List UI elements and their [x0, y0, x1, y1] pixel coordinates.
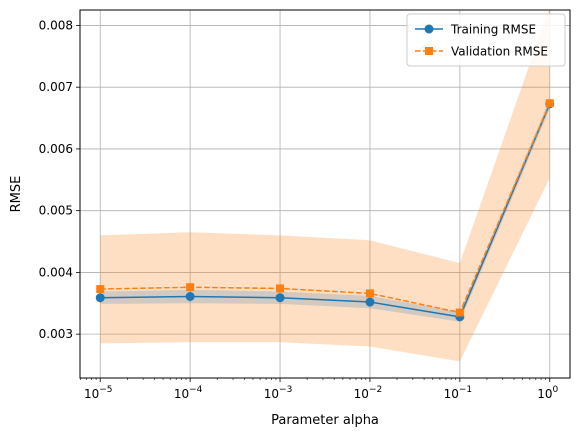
x-tick-exponent: −2 — [369, 385, 382, 395]
x-tick-base: 10 — [84, 387, 99, 401]
series-lines — [95, 99, 555, 322]
legend-box — [406, 13, 566, 67]
training-rmse-point — [185, 291, 195, 301]
validation-rmse-line — [100, 102, 551, 314]
validation-rmse-point — [545, 99, 554, 108]
validation-rmse-point — [186, 283, 195, 292]
y-tick-label: 0.005 — [39, 204, 73, 218]
x-tick-exponent: −1 — [459, 385, 472, 395]
x-tick-label: 10−5 — [84, 385, 113, 401]
training-rmse-point — [365, 297, 375, 307]
x-tick-label: 10−1 — [444, 385, 473, 401]
x-tick-base: 10 — [537, 387, 552, 401]
y-axis-label: RMSE — [9, 176, 24, 213]
x-tick-label: 10−4 — [174, 385, 203, 401]
plot-background — [80, 10, 570, 378]
x-tick-label: 100 — [537, 385, 558, 401]
x-tick-base: 10 — [354, 387, 369, 401]
plot-frame — [79, 9, 571, 379]
y-tick-label: 0.003 — [39, 327, 73, 341]
x-tick-base: 10 — [264, 387, 279, 401]
legend: Training RMSE Validation RMSE — [406, 13, 566, 67]
x-tick-label: 10−2 — [354, 385, 383, 401]
validation-std-band — [100, 10, 550, 362]
validation-rmse-point — [276, 284, 285, 293]
x-tick-exponent: −5 — [99, 385, 112, 395]
y-tick-label: 0.008 — [39, 18, 73, 32]
std-bands — [100, 10, 550, 362]
x-axis-ticks: 10−5 10−4 10−3 10−2 10−1 100 — [79, 378, 559, 401]
x-tick-exponent: −3 — [279, 385, 292, 395]
x-axis-label: Parameter alpha — [271, 413, 379, 428]
training-rmse-line — [100, 103, 551, 318]
legend-validation-label: Validation RMSE — [451, 45, 548, 59]
validation-rmse-point — [365, 289, 374, 298]
training-std-band — [100, 98, 550, 322]
y-tick-label: 0.007 — [39, 80, 73, 94]
x-tick-exponent: 0 — [553, 385, 559, 395]
training-rmse-point — [275, 293, 285, 303]
x-tick-base: 10 — [174, 387, 189, 401]
grid-lines — [80, 10, 570, 378]
validation-rmse-point — [455, 308, 464, 317]
training-rmse-point — [95, 293, 105, 303]
legend-validation-marker — [425, 47, 433, 55]
x-tick-base: 10 — [444, 387, 459, 401]
y-tick-label: 0.006 — [39, 142, 73, 156]
x-tick-exponent: −4 — [189, 385, 203, 395]
y-axis-ticks: 0.003 0.004 0.005 0.006 0.007 0.008 — [39, 18, 80, 341]
y-tick-label: 0.004 — [39, 265, 73, 279]
validation-rmse-point — [96, 285, 105, 294]
x-tick-label: 10−3 — [264, 385, 293, 401]
legend-training-marker — [424, 24, 434, 34]
legend-training-label: Training RMSE — [450, 23, 536, 37]
